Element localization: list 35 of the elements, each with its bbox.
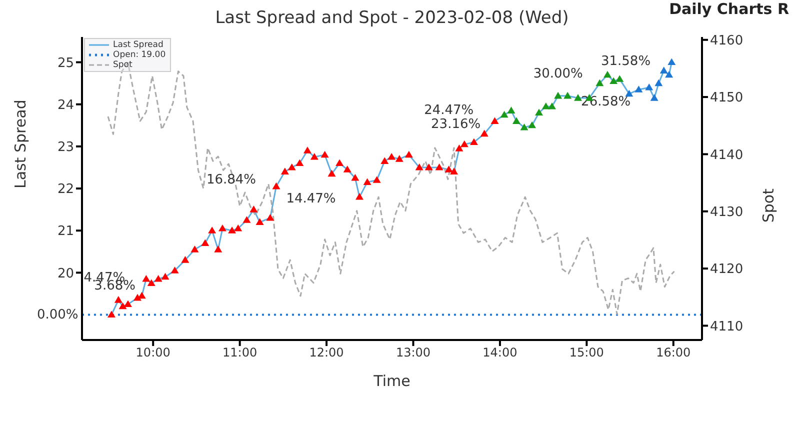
legend-label: Spot (113, 60, 132, 70)
y2-tick-label: 4150 (710, 90, 744, 106)
annotation: 16.84% (206, 172, 256, 188)
y2-tick-label: 4130 (710, 204, 744, 220)
text: 0.00% (36, 307, 78, 322)
y2-tick-label: 4160 (710, 33, 744, 48)
x-tick-label: 10:00 (136, 346, 170, 360)
x-tick-label: 11:00 (222, 346, 258, 360)
y-axis-title: Last Spread (11, 100, 30, 188)
annotation: 23.16% (431, 117, 481, 132)
x-tick-label: 15:00 (569, 346, 604, 360)
x-tick-label: 13:00 (396, 346, 431, 360)
y2-tick-label: 4120 (710, 262, 744, 278)
y-tick-label: 24 (57, 98, 74, 113)
annotation: 30.00% (533, 66, 583, 82)
y2-tick-label: 4110 (710, 319, 744, 334)
x-axis-title: Time (372, 372, 410, 390)
x-tick-label: 12:00 (309, 346, 344, 360)
annotation: 31.58% (600, 54, 651, 69)
y-tick-label: 23 (57, 140, 74, 156)
x-tick-label: 16:00 (656, 346, 691, 360)
y2-tick-label: 4140 (710, 148, 744, 163)
x-tick-label: 14:00 (482, 346, 518, 360)
chart-title: Last Spread and Spot - 2023-02-08 (Wed) (215, 8, 569, 28)
legend-label: Last Spread (113, 40, 164, 50)
y2-axis-title: Spot (759, 188, 778, 223)
y-tick-label: 21 (57, 224, 74, 240)
y-tick-label: 22 (57, 182, 74, 198)
annotation: 24.47% (424, 103, 474, 118)
annotation: 14.47% (286, 192, 336, 207)
text: Daily Charts R (669, 0, 789, 18)
y-tick-label: 25 (57, 56, 74, 71)
y-tick-label: 20 (57, 266, 74, 282)
legend-label: Open: 19.00 (113, 50, 166, 60)
annotation: 26.58% (581, 94, 631, 110)
